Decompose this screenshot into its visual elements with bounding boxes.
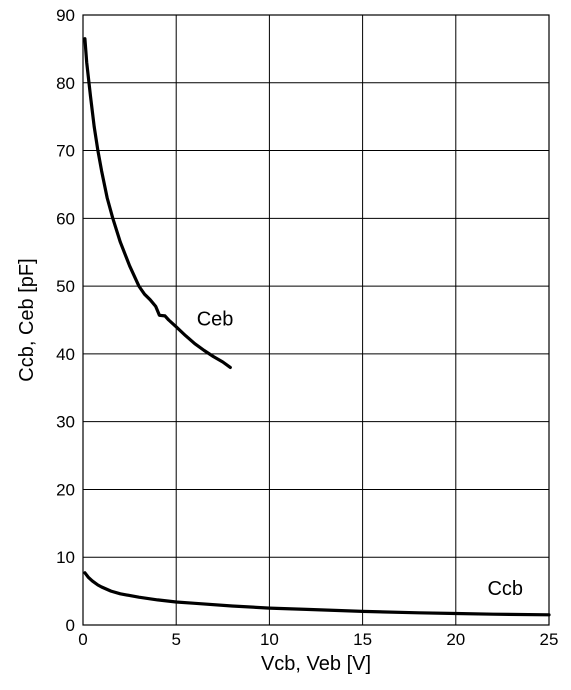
x-tick-label: 20 [446,630,465,649]
series-group [83,37,551,617]
y-tick-label: 40 [56,345,75,364]
y-tick-label: 50 [56,277,75,296]
x-tick-label: 0 [78,630,87,649]
y-tick-label: 60 [56,209,75,228]
y-tick-label: 0 [66,616,75,635]
x-tick-labels: 0 5 10 15 20 25 [78,630,558,649]
series-label-ceb: Ceb [197,308,234,330]
y-axis-label: Ccb, Ceb [pF] [16,258,38,381]
series-line-ceb [83,37,232,369]
y-tick-label: 10 [56,548,75,567]
plot-frame [82,14,550,626]
series-line-ccb [83,571,551,617]
x-tick-label: 10 [260,630,279,649]
x-axis-label: Vcb, Veb [V] [261,653,371,675]
y-tick-label: 20 [56,480,75,499]
series-label-ccb: Ccb [487,578,523,600]
grid [82,14,550,626]
y-tick-label: 90 [56,6,75,25]
x-tick-label: 5 [171,630,180,649]
y-tick-label: 30 [56,413,75,432]
y-tick-label: 80 [56,74,75,93]
y-tick-label: 70 [56,142,75,161]
x-tick-label: 25 [540,630,559,649]
y-tick-labels: 0 10 20 30 40 50 60 70 80 90 [56,6,75,635]
x-tick-label: 15 [353,630,372,649]
